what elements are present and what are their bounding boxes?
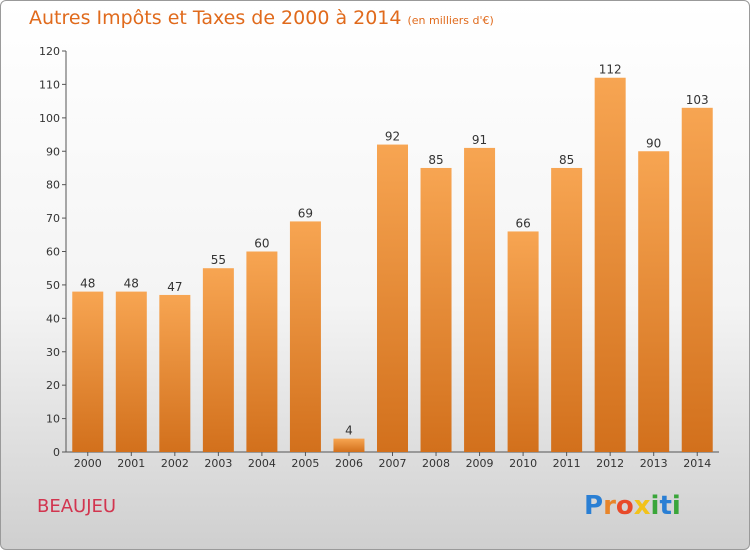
x-tick-label: 2000 <box>74 457 102 470</box>
x-tick-label: 2010 <box>509 457 537 470</box>
data-label: 48 <box>80 277 95 291</box>
logo-letter: x <box>633 491 651 521</box>
bars-layer <box>72 77 713 453</box>
x-tick-label: 2006 <box>335 457 363 470</box>
data-label: 55 <box>211 253 226 267</box>
bar <box>246 251 278 452</box>
proxiti-logo: Proxiti <box>584 491 681 521</box>
data-label: 48 <box>124 277 139 291</box>
bar <box>333 438 365 452</box>
data-label: 4 <box>345 424 353 438</box>
data-label: 92 <box>385 130 400 144</box>
chart-subtitle: (en milliers d'€) <box>407 14 494 27</box>
x-tick-label: 2013 <box>640 457 668 470</box>
x-tick-label: 2005 <box>291 457 319 470</box>
bar <box>551 167 583 453</box>
data-label: 90 <box>646 136 661 150</box>
y-tick-label: 40 <box>46 312 60 325</box>
y-tick-label: 90 <box>46 145 60 158</box>
x-tick-label: 2008 <box>422 457 450 470</box>
logo-letter: P <box>584 491 604 521</box>
x-tick-label: 2014 <box>683 457 711 470</box>
logo-letter: o <box>615 491 634 521</box>
data-label: 91 <box>472 133 487 147</box>
bar <box>681 107 713 452</box>
y-tick-label: 20 <box>46 379 60 392</box>
data-label: 85 <box>428 153 443 167</box>
x-tick-label: 2001 <box>117 457 145 470</box>
bar <box>377 144 408 453</box>
chart-title-block: Autres Impôts et Taxes de 2000 à 2014 (en… <box>29 7 494 29</box>
data-label: 60 <box>254 237 269 251</box>
bar <box>464 147 496 453</box>
x-tick-label: 2007 <box>379 457 407 470</box>
logo-letter: r <box>603 491 616 521</box>
bar <box>594 77 626 452</box>
data-label: 66 <box>515 216 530 230</box>
chart-title: Autres Impôts et Taxes de 2000 à 2014 <box>29 7 402 29</box>
y-tick-label: 100 <box>39 112 60 125</box>
data-label: 85 <box>559 153 574 167</box>
bar <box>159 294 191 452</box>
x-tick-label: 2009 <box>466 457 494 470</box>
x-tick-label: 2012 <box>596 457 624 470</box>
data-label: 47 <box>167 280 182 294</box>
logo-letter: t <box>659 491 672 521</box>
y-tick-label: 120 <box>39 45 60 58</box>
x-tick-label: 2002 <box>161 457 189 470</box>
bar <box>638 151 670 452</box>
data-label: 103 <box>686 93 709 107</box>
commune-name: BEAUJEU <box>37 496 117 517</box>
bar <box>72 291 104 452</box>
bar <box>420 167 452 453</box>
y-tick-label: 80 <box>46 179 60 192</box>
data-label: 69 <box>298 206 313 220</box>
y-tick-label: 30 <box>46 346 60 359</box>
x-tick-label: 2003 <box>204 457 232 470</box>
y-tick-label: 60 <box>46 246 60 259</box>
y-tick-label: 10 <box>46 413 60 426</box>
y-tick-label: 70 <box>46 212 60 225</box>
bar <box>202 268 234 452</box>
y-tick-label: 110 <box>39 78 60 91</box>
y-tick-label: 0 <box>53 446 60 459</box>
bar <box>507 231 539 452</box>
bar <box>115 291 147 452</box>
x-tick-label: 2011 <box>553 457 581 470</box>
logo-letter: i <box>671 491 681 521</box>
x-tick-label: 2004 <box>248 457 276 470</box>
data-labels-layer: 48 48 47 55 60 69 4 92 85 91 66 85 112 90 103 <box>80 63 709 438</box>
y-tick-label: 50 <box>46 279 60 292</box>
data-label: 112 <box>599 63 622 77</box>
bar <box>289 221 321 452</box>
logo-letter: i <box>650 491 660 521</box>
